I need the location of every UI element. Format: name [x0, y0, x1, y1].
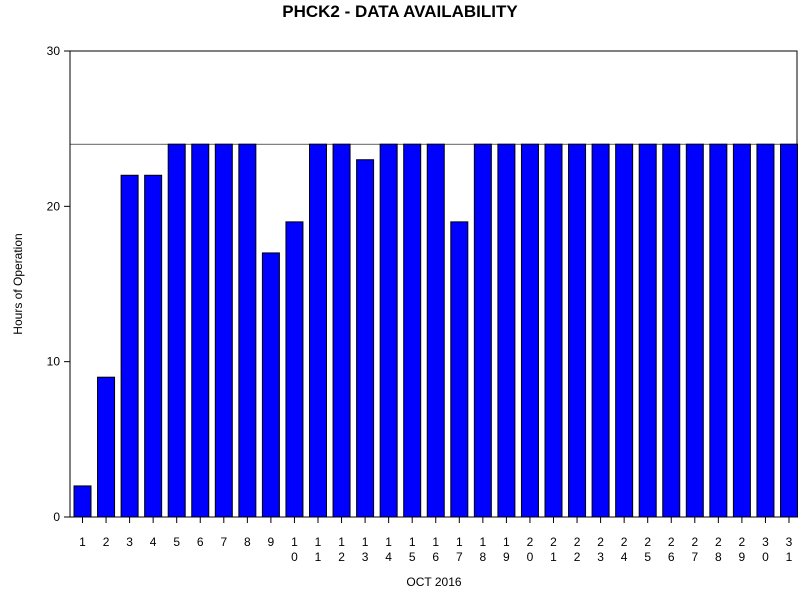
- bar-oct-4: [144, 174, 163, 518]
- bar-oct-31: [780, 143, 798, 518]
- y-tick-label: 30: [47, 44, 61, 58]
- x-tick-label-1: 1: [79, 535, 86, 549]
- bar-oct-22: [568, 143, 587, 518]
- bar-oct-25: [638, 143, 657, 518]
- bar-oct-12: [332, 143, 351, 518]
- bar-oct-11: [309, 143, 327, 518]
- x-tick-label-4: 4: [150, 535, 157, 549]
- x-tick-label-3: 3: [126, 535, 133, 549]
- bar-oct-14: [379, 143, 398, 518]
- y-tick-label: 20: [47, 199, 61, 213]
- bar-oct-30: [756, 143, 775, 518]
- y-tick-label: 0: [53, 510, 60, 524]
- bar-oct-24: [615, 143, 634, 518]
- bar-oct-6: [191, 143, 210, 518]
- x-tick-label-9: 9: [268, 535, 275, 549]
- bar-oct-18: [473, 143, 492, 518]
- chart-title: PHCK2 - DATA AVAILABILITY: [282, 2, 518, 21]
- bar-oct-7: [214, 143, 233, 518]
- bar-oct-2: [97, 376, 116, 518]
- y-axis-label: Hours of Operation: [11, 233, 25, 334]
- bar-oct-28: [709, 143, 728, 518]
- x-axis: 1 2 3 4 5 6 7 8 9 1 01 11 21 31 41 51 61 71 81 92 02 12 22 32 42…: [79, 517, 793, 564]
- bar-oct-23: [591, 143, 610, 518]
- bar-oct-9: [261, 252, 280, 518]
- x-tick-label-2: 2: [103, 535, 110, 549]
- bar-oct-3: [120, 174, 139, 518]
- x-axis-label: OCT 2016: [406, 575, 461, 589]
- bar-oct-17: [450, 221, 469, 518]
- x-tick-label-5: 5: [173, 535, 180, 549]
- bar-oct-5: [167, 143, 186, 518]
- bar-series: [73, 143, 798, 518]
- bar-oct-27: [685, 143, 704, 518]
- bar-oct-29: [732, 143, 751, 518]
- bar-oct-16: [426, 143, 445, 518]
- bar-oct-15: [403, 143, 422, 518]
- y-tick-label: 10: [47, 355, 61, 369]
- bar-oct-20: [520, 143, 539, 518]
- x-tick-label-8: 8: [244, 535, 251, 549]
- x-tick-label-6: 6: [197, 535, 204, 549]
- bar-oct-10: [285, 221, 304, 518]
- bar-oct-8: [238, 143, 257, 518]
- bar-oct-26: [662, 143, 681, 518]
- x-tick-label-7: 7: [220, 535, 227, 549]
- bar-oct-21: [544, 143, 563, 518]
- y-axis: 0 10 20 30: [47, 44, 70, 524]
- bar-oct-1: [73, 485, 92, 518]
- bar-oct-19: [497, 143, 516, 518]
- bar-oct-13: [356, 159, 375, 518]
